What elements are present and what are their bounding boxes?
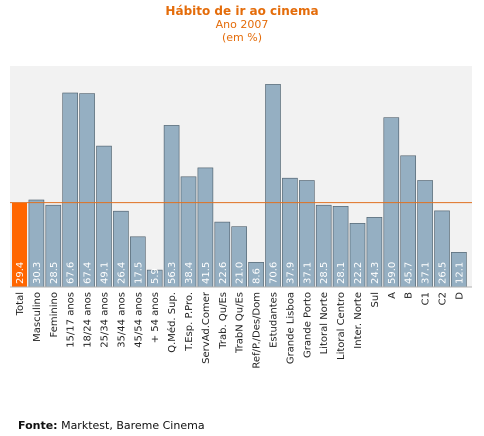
category-label: Q.Méd. Sup. <box>166 292 178 353</box>
value-label: 29.4 <box>15 262 26 284</box>
category-label: Grande Lisboa <box>285 292 296 364</box>
value-label: 37.9 <box>285 262 296 284</box>
value-label: 24.3 <box>370 262 381 284</box>
category-label: T.Esp. P.Pro. <box>184 292 195 352</box>
category-label: Grande Porto <box>302 292 313 358</box>
value-label: 45.7 <box>404 262 415 284</box>
category-label: Masculino <box>32 292 43 342</box>
value-label: 70.6 <box>269 262 280 284</box>
value-label: 26.4 <box>116 262 127 284</box>
value-label: 49.1 <box>100 262 111 284</box>
value-label: 41.5 <box>201 262 212 284</box>
category-label: C2 <box>438 292 449 305</box>
chart-titles: Hábito de ir ao cinema Ano 2007 (em %) <box>0 4 484 44</box>
value-label: 22.2 <box>353 262 364 284</box>
value-label: 22.6 <box>218 262 229 284</box>
value-label: 28.5 <box>319 262 330 284</box>
category-label: 35/44 anos <box>116 292 127 348</box>
bar <box>12 202 27 287</box>
category-label: ServAd.Comer <box>201 291 212 364</box>
value-label: 30.3 <box>32 262 43 284</box>
category-label: Estudantes <box>269 292 280 348</box>
category-label: 15/17 anos <box>66 292 77 348</box>
category-label: D <box>454 292 465 300</box>
value-label: 17.5 <box>133 262 144 284</box>
value-label: 37.1 <box>302 262 313 284</box>
category-label: Litoral Norte <box>319 292 330 354</box>
value-label: 59.0 <box>387 262 398 284</box>
value-label: 28.5 <box>49 262 60 284</box>
chart-subtitle: Ano 2007 <box>215 18 269 31</box>
category-label: Total <box>15 292 26 316</box>
category-label: Litoral Centro <box>336 292 347 360</box>
category-label: C1 <box>421 292 432 305</box>
source-note: Fonte: Marktest, Bareme Cinema <box>18 419 205 432</box>
value-label: 56.3 <box>167 262 178 284</box>
value-label: 67.4 <box>83 262 94 284</box>
category-label: Trab. Qu/Es <box>218 292 229 350</box>
category-label: Ref/P./Des/Dom <box>252 292 263 369</box>
category-label: Feminino <box>49 292 60 337</box>
value-label: 28.1 <box>336 262 347 284</box>
category-label: + 54 anos <box>150 292 161 343</box>
category-label: TrabN Qu/Es <box>235 292 246 354</box>
bar <box>62 92 79 288</box>
value-label: 38.4 <box>184 262 195 284</box>
value-label: 12.1 <box>454 262 465 284</box>
value-label: 8.6 <box>252 268 263 284</box>
bar <box>79 93 95 288</box>
bar <box>265 84 281 288</box>
category-label: Inter. Norte <box>353 292 364 349</box>
category-label: 45/54 anos <box>133 292 144 348</box>
value-label: 26.5 <box>438 262 449 284</box>
value-label: 37.1 <box>421 262 432 284</box>
source-text: Marktest, Bareme Cinema <box>57 419 205 432</box>
category-label: A <box>387 292 398 299</box>
category-label: Sul <box>370 292 381 307</box>
chart-unit-note: (em %) <box>221 31 262 44</box>
category-label: 25/34 anos <box>100 292 111 348</box>
value-label: 5.9 <box>150 268 161 284</box>
value-label: 67.6 <box>66 262 77 284</box>
category-label: B <box>404 292 415 299</box>
value-label: 21.0 <box>235 262 246 284</box>
chart-title: Hábito de ir ao cinema <box>165 4 319 18</box>
source-label: Fonte: <box>18 419 58 432</box>
category-label: 18/24 anos <box>83 292 94 348</box>
